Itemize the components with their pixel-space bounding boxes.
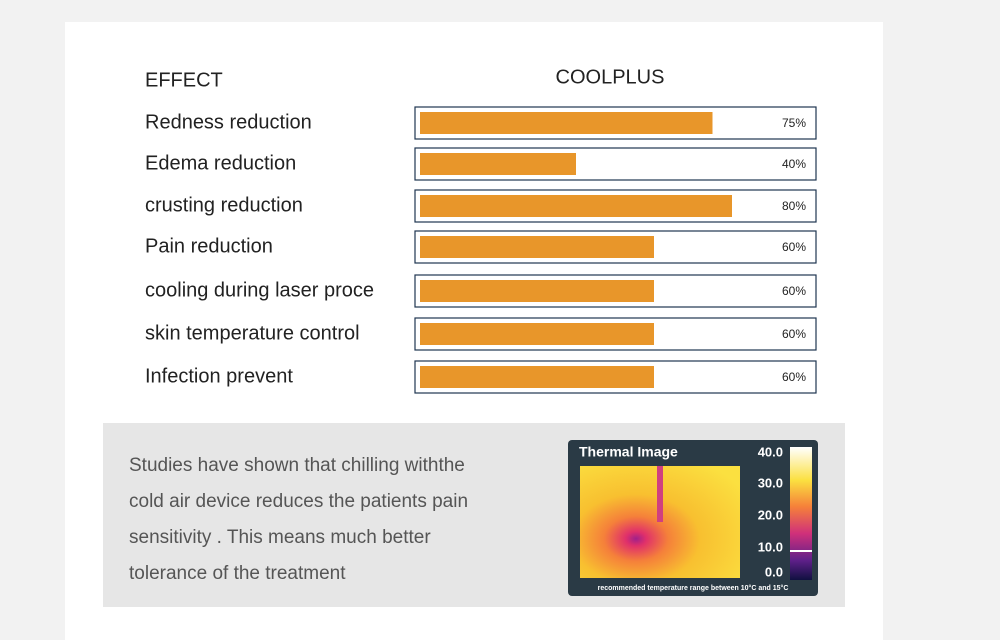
value-label: 75% [782,116,806,130]
note-line: sensitivity . This means much better [129,527,431,548]
note-line: cold air device reduces the patients pai… [129,491,468,512]
scale-label: 10.0 [758,539,783,554]
scale-label: 0.0 [765,564,783,579]
category-label: Infection prevent [145,365,293,387]
note-line: Studies have shown that chilling withthe [129,455,465,476]
column-header: COOLPLUS [556,66,665,88]
scale-label: 20.0 [758,507,783,522]
category-label: Pain reduction [145,235,273,257]
value-label: 80% [782,199,806,213]
bar [420,323,654,345]
category-label: crusting reduction [145,194,303,216]
bar [420,280,654,302]
note-line: tolerance of the treatment [129,563,346,584]
thermal-title: Thermal Image [579,444,678,460]
thermal-nozzle [657,466,663,522]
bar [420,112,713,134]
value-label: 60% [782,370,806,384]
value-label: 60% [782,284,806,298]
bar [420,153,576,175]
value-label: 40% [782,157,806,171]
category-label: cooling during laser proce [145,279,374,301]
bar [420,195,732,217]
value-label: 60% [782,327,806,341]
category-label: Redness reduction [145,111,312,133]
category-label: Edema reduction [145,152,296,174]
category-label: skin temperature control [145,322,360,344]
color-bar [790,447,812,580]
bar [420,366,654,388]
thermal-caption: recommended temperature range between 10… [598,584,789,592]
column-header: EFFECT [145,69,223,91]
value-label: 60% [782,240,806,254]
thermal-image [568,440,818,596]
scale-label: 30.0 [758,475,783,490]
bar [420,236,654,258]
scale-label: 40.0 [758,444,783,459]
